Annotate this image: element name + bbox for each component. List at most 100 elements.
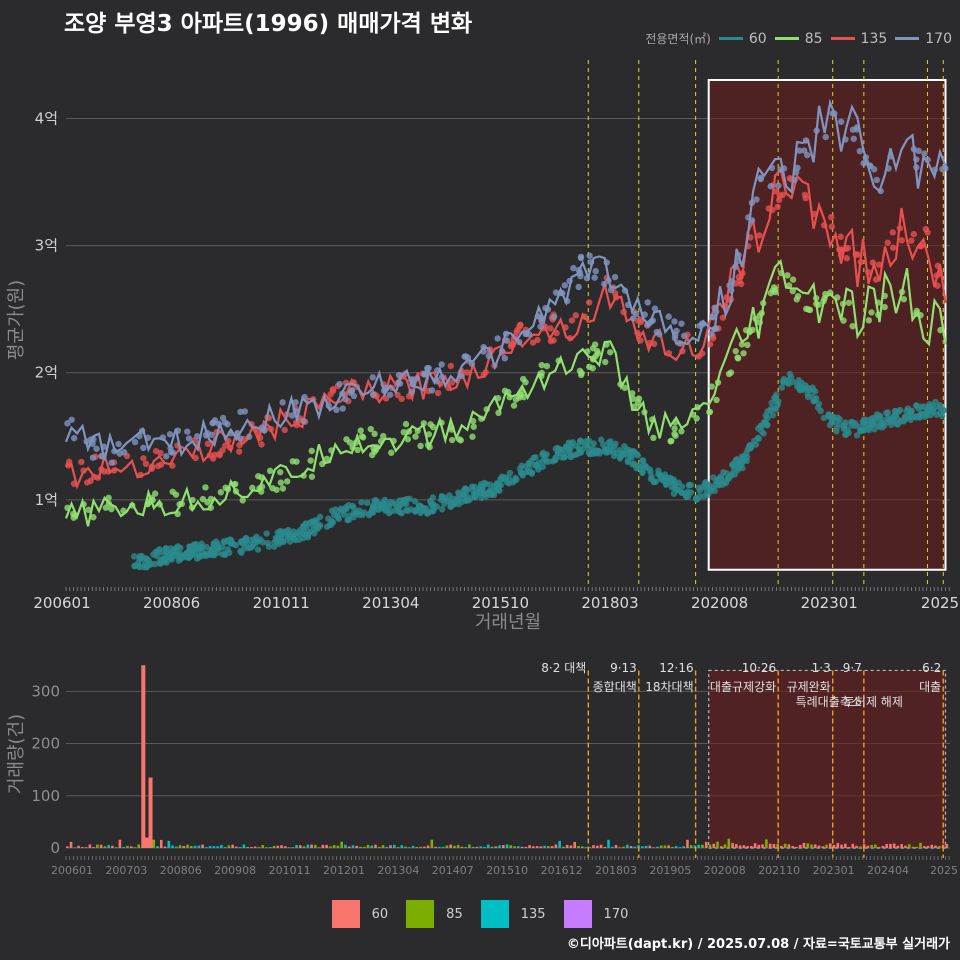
scatter-point (801, 147, 808, 154)
volume-bar (840, 844, 843, 848)
legend-label-170: 170 (925, 30, 952, 47)
scatter-point (842, 431, 849, 439)
volume-bar (152, 839, 156, 848)
credit-text: ©디아파트(dapt.kr) / 2025.07.08 / 자료=국토교통부 실… (566, 937, 950, 952)
scatter-point (323, 523, 331, 530)
scatter-point (590, 440, 597, 447)
volume-bar (817, 845, 821, 848)
scatter-point (423, 510, 431, 517)
scatter-point (386, 391, 394, 398)
volume-bar (588, 847, 592, 848)
volume-bar (69, 841, 73, 848)
scatter-point (662, 474, 670, 482)
volume-bar (558, 840, 561, 848)
y-tick-label: 1억 (35, 491, 58, 509)
volume-bar (881, 845, 885, 848)
volume-bar (926, 845, 930, 848)
volume-bar (81, 847, 84, 848)
scatter-point (665, 313, 672, 320)
volume-bar (171, 845, 174, 848)
scatter-point (534, 336, 541, 344)
scatter-point (700, 493, 708, 500)
volume-bar (92, 847, 95, 848)
scatter-point (254, 546, 262, 553)
scatter-point (211, 451, 218, 459)
scatter-point (438, 361, 445, 368)
scatter-point (719, 314, 727, 321)
scatter-point (202, 484, 209, 491)
scatter-point (501, 355, 509, 362)
volume-bar (479, 846, 483, 848)
scatter-point (671, 318, 678, 325)
scatter-point (441, 494, 448, 501)
legend-title: 전용면적(㎡) (645, 32, 711, 46)
scatter-point (366, 510, 373, 517)
volume-bar (795, 846, 798, 848)
scatter-point (259, 539, 266, 546)
volume-bar (374, 844, 377, 848)
volume-bar (832, 844, 836, 848)
volume-bar (441, 846, 445, 848)
volume-bar (671, 846, 674, 848)
scatter-point (709, 474, 717, 481)
volume-bar (836, 843, 840, 848)
bar-x-tick-label: 2025 (930, 864, 958, 877)
scatter-point (219, 414, 227, 422)
scatter-point (196, 545, 203, 552)
scatter-point (597, 436, 605, 443)
volume-bar (907, 844, 911, 848)
scatter-point (369, 503, 377, 511)
bar-y-axis-label: 거래량(건) (6, 714, 27, 794)
scatter-point (167, 545, 174, 552)
scatter-point (83, 479, 91, 486)
legend-label-60: 60 (748, 30, 767, 47)
volume-bar (919, 842, 922, 848)
scatter-point (307, 457, 314, 464)
scatter-point (929, 406, 936, 414)
volume-bar (340, 841, 343, 848)
volume-bar (750, 845, 753, 848)
volume-bar (468, 844, 471, 848)
scatter-point (336, 380, 343, 388)
scatter-point (577, 449, 585, 456)
volume-bar (930, 844, 934, 848)
scatter-point (775, 182, 782, 189)
scatter-point (277, 479, 285, 486)
scatter-point (167, 553, 174, 561)
volume-bar (509, 845, 513, 848)
scatter-point (693, 415, 700, 422)
volume-bar (765, 839, 768, 848)
policy-text-label: 특례대출축소 (796, 695, 862, 709)
scatter-point (350, 392, 358, 400)
volume-bar (719, 846, 723, 848)
scatter-point (427, 497, 434, 505)
scatter-point (857, 427, 865, 435)
scatter-point (543, 458, 550, 465)
chart-title: 조양 부영3 아파트(1996) 매매가격 변화 (64, 11, 473, 37)
legend-bottom: 60 85 135 170 (0, 900, 960, 928)
volume-bar (351, 845, 355, 848)
volume-bar (723, 844, 727, 848)
volume-bar (137, 844, 141, 848)
volume-bar (212, 846, 216, 848)
volume-bar (746, 846, 749, 848)
volume-bar (103, 846, 107, 848)
scatter-point (616, 447, 623, 454)
scatter-point (639, 469, 646, 477)
volume-bar (659, 845, 663, 848)
scatter-point (628, 454, 635, 461)
scatter-point (413, 375, 421, 382)
volume-bar (911, 846, 915, 848)
scatter-point (837, 233, 844, 240)
scatter-point (131, 438, 139, 446)
scatter-point (487, 491, 494, 498)
volume-bar (235, 846, 238, 848)
legend-item-85: 85 (774, 31, 823, 47)
legend-bottom-label-170: 170 (603, 906, 629, 922)
volume-bar (381, 845, 385, 848)
scatter-point (404, 436, 412, 443)
scatter-point (611, 273, 619, 281)
scatter-point (884, 239, 891, 246)
scatter-point (379, 432, 387, 440)
volume-bar (716, 841, 719, 848)
